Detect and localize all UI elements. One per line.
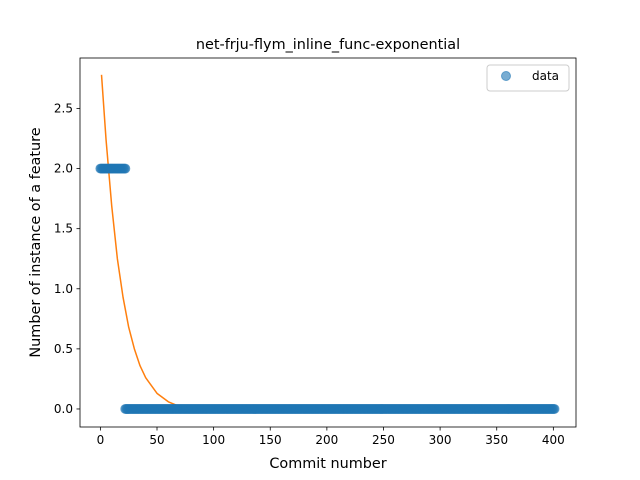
x-tick-label: 150 bbox=[259, 433, 282, 447]
y-tick-label: 1.5 bbox=[54, 222, 73, 236]
chart-title: net-frju-flym_inline_func-exponential bbox=[196, 37, 460, 53]
legend: data bbox=[486, 64, 570, 92]
y-axis-label: Number of instance of a feature bbox=[28, 127, 44, 357]
y-tick-label: 2.5 bbox=[54, 101, 73, 115]
x-tick-label: 100 bbox=[202, 433, 225, 447]
x-tick-label: 0 bbox=[97, 433, 105, 447]
legend-label-data: data bbox=[532, 69, 559, 83]
data-point bbox=[549, 403, 560, 414]
x-axis-label: Commit number bbox=[269, 456, 386, 472]
x-tick-label: 350 bbox=[485, 433, 508, 447]
x-tick-label: 400 bbox=[542, 433, 565, 447]
x-tick-label: 50 bbox=[149, 433, 164, 447]
x-tick-label: 250 bbox=[372, 433, 395, 447]
x-tick-label: 300 bbox=[429, 433, 452, 447]
x-tick-label: 200 bbox=[315, 433, 338, 447]
y-tick-label: 0.5 bbox=[54, 342, 73, 356]
y-tick-label: 1.0 bbox=[54, 282, 73, 296]
data-point bbox=[120, 163, 131, 174]
y-tick-label: 0.0 bbox=[54, 402, 73, 416]
plot-frame bbox=[79, 57, 577, 428]
legend-marker-data bbox=[501, 71, 511, 81]
y-tick-label: 2.0 bbox=[54, 162, 73, 176]
